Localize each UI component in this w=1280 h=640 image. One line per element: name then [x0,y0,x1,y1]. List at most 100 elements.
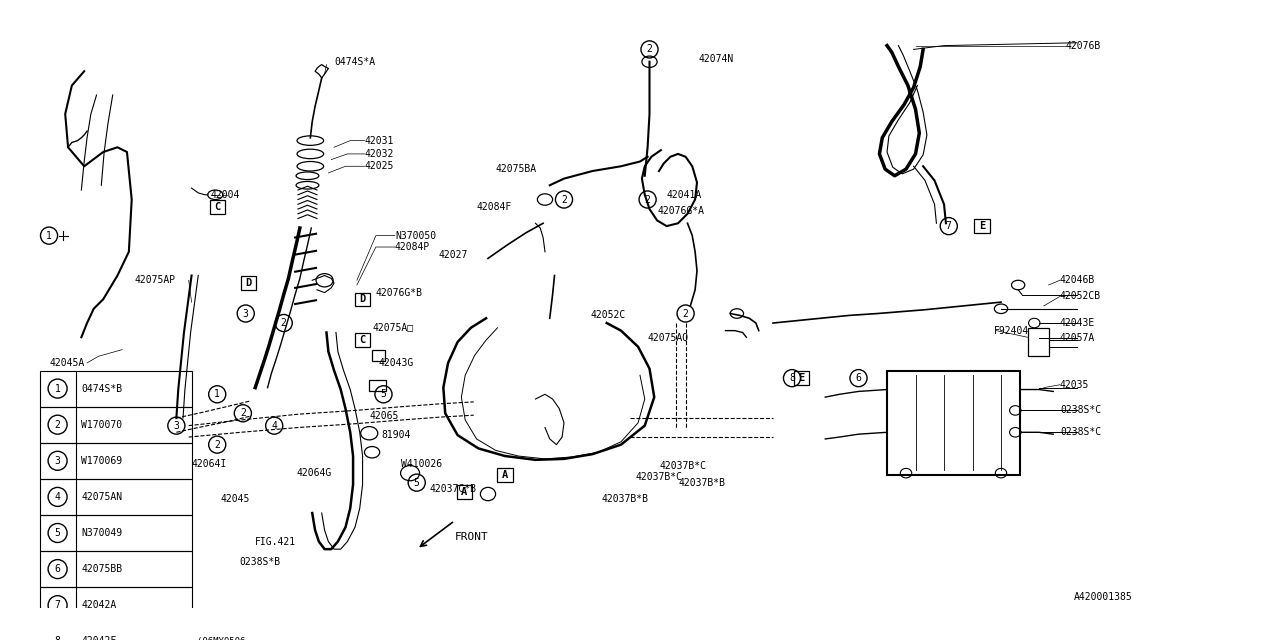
Text: 42025: 42025 [365,161,394,172]
Bar [369,380,387,392]
Text: C: C [360,335,366,345]
Text: 5: 5 [413,477,420,488]
Text: 42037C*B: 42037C*B [429,484,476,494]
Bar [241,276,256,290]
Text: 2: 2 [55,420,60,429]
Text: 42052CB: 42052CB [1060,291,1101,301]
Text: 42043G: 42043G [379,358,413,368]
Text: 42037B*B: 42037B*B [678,477,724,488]
Text: 5: 5 [380,389,387,399]
Text: 8: 8 [55,636,60,640]
Text: 42004: 42004 [211,190,239,200]
Text: 81904: 81904 [381,430,411,440]
Text: 7: 7 [946,221,952,231]
Text: F92404: F92404 [993,326,1029,335]
Text: 42075AQ: 42075AQ [648,332,689,342]
Text: 42035: 42035 [1060,380,1089,390]
Text: 42084F: 42084F [476,202,512,212]
Text: 42027: 42027 [439,250,468,260]
Text: 2: 2 [239,408,246,419]
Text: 42076G*B: 42076G*B [376,287,422,298]
Bar [40,623,192,640]
Text: 42046B: 42046B [1060,275,1096,285]
Text: 42075AN: 42075AN [82,492,123,502]
Bar [372,349,385,361]
Text: 0474S*B: 0474S*B [82,383,123,394]
Text: 42037B*C: 42037B*C [635,472,682,482]
Bar [974,220,989,233]
Text: 42032: 42032 [365,149,394,159]
Bar [794,371,809,385]
Text: 42064G: 42064G [296,468,332,478]
Text: 0238S*B: 0238S*B [239,557,280,568]
Bar [1028,328,1048,356]
Bar [498,468,513,482]
Text: A420001385: A420001385 [1074,591,1132,602]
Text: 42065: 42065 [369,411,398,421]
Text: 3: 3 [55,456,60,466]
Text: 42037B*B: 42037B*B [602,494,649,504]
Text: 1: 1 [55,383,60,394]
Text: W410026: W410026 [401,459,442,468]
Text: 5: 5 [55,528,60,538]
Text: FRONT: FRONT [454,532,489,542]
Text: N370049: N370049 [82,528,123,538]
Text: C: C [214,202,220,212]
Text: 42075AP: 42075AP [134,275,175,285]
Text: 7: 7 [55,600,60,610]
Text: 42037B*C: 42037B*C [659,461,707,470]
Bar [457,486,472,499]
Text: 42042A: 42042A [82,600,116,610]
Text: 4: 4 [271,420,278,431]
Text: 42057A: 42057A [1060,333,1096,343]
Text: 1: 1 [214,389,220,399]
Text: E: E [799,373,805,383]
Text: 42052C: 42052C [590,310,626,321]
Text: W170069: W170069 [82,456,123,466]
Text: 4: 4 [55,492,60,502]
Text: 42076B: 42076B [1066,40,1101,51]
Text: 8: 8 [788,373,795,383]
Bar [40,479,192,515]
Text: 42076G*A: 42076G*A [657,206,704,216]
Bar [210,200,225,214]
Bar [355,292,370,306]
Bar [40,406,192,443]
Text: 2: 2 [646,44,653,54]
Bar [887,371,1020,475]
Text: A: A [461,487,467,497]
Text: 0474S*A: 0474S*A [334,57,375,67]
Bar [355,333,370,347]
Text: 42042F: 42042F [82,636,116,640]
Text: 2: 2 [682,308,689,319]
Text: 1: 1 [46,230,52,241]
Bar [40,371,192,406]
Text: 42075A□: 42075A□ [372,323,413,333]
Text: 3: 3 [243,308,248,319]
Text: 6: 6 [55,564,60,574]
Text: 42045A: 42045A [49,358,84,368]
Bar [40,587,192,623]
Bar [40,515,192,551]
Text: W170070: W170070 [82,420,123,429]
Text: 6: 6 [855,373,861,383]
Bar [40,443,192,479]
Text: 3: 3 [173,420,179,431]
Text: 42074N: 42074N [699,54,735,64]
Text: 0238S*C: 0238S*C [1060,428,1101,437]
Text: 2: 2 [280,318,287,328]
Text: (06MY0506-: (06MY0506- [197,637,273,640]
Text: FIG.421: FIG.421 [255,536,297,547]
Text: 2: 2 [645,195,650,205]
Text: A: A [502,470,508,480]
Text: D: D [246,278,252,288]
Text: 42064I: 42064I [192,459,227,468]
Bar [40,551,192,587]
Text: E: E [979,221,986,231]
Text: 0238S*C: 0238S*C [1060,405,1101,415]
Text: 2: 2 [561,195,567,205]
Text: 2: 2 [214,440,220,450]
Text: 42075BB: 42075BB [82,564,123,574]
Text: 42075BA: 42075BA [495,164,536,174]
Text: D: D [360,294,366,304]
